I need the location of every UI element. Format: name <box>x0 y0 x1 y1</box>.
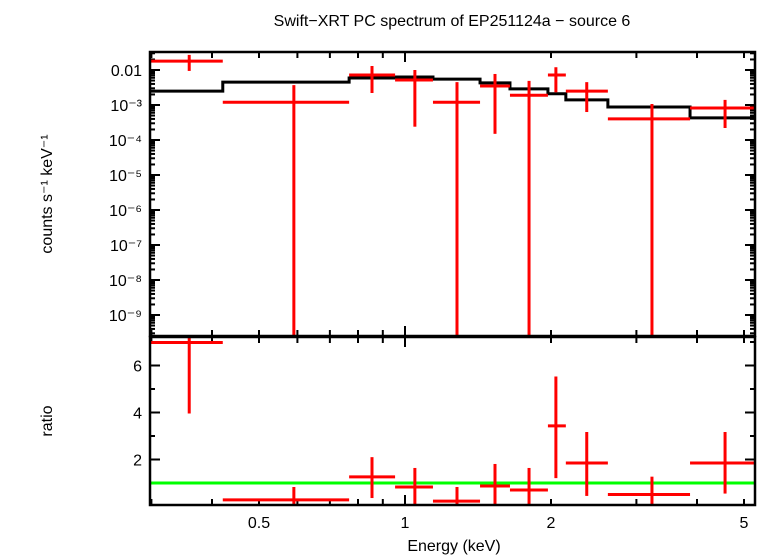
ratio-y-tick-label: 4 <box>133 406 142 423</box>
data-point <box>509 80 548 336</box>
data-point <box>547 67 566 93</box>
data-point <box>222 85 350 336</box>
data-point <box>395 70 433 127</box>
x-tick-label: 5 <box>740 515 749 532</box>
y-tick-label: 10⁻⁵ <box>109 168 142 185</box>
ratio-point <box>690 432 756 494</box>
ratio-points <box>149 337 756 505</box>
ratio-point <box>349 457 396 499</box>
y-tick-label: 10⁻⁴ <box>109 133 142 150</box>
chart-title: Swift−XRT PC spectrum of EP251124a − sou… <box>274 13 631 30</box>
ratio-point <box>432 486 481 505</box>
y-axis-label-top: counts s⁻¹ keV⁻¹ <box>39 134 56 253</box>
data-points <box>149 54 756 336</box>
ratio-point <box>480 463 510 505</box>
data-point <box>432 82 481 336</box>
data-point <box>480 73 510 134</box>
ratio-point <box>222 486 350 505</box>
y-tick-label: 10⁻⁷ <box>110 238 142 255</box>
x-tick-label: 2 <box>547 515 556 532</box>
top-panel-frame <box>148 50 757 338</box>
ratio-point <box>149 337 223 414</box>
ratio-point <box>547 376 566 479</box>
ratio-point <box>565 432 608 496</box>
y-tick-label: 10⁻³ <box>110 98 142 115</box>
ratio-point <box>509 467 548 505</box>
y-tick-label: 10⁻⁸ <box>109 273 142 290</box>
x-tick-label: 1 <box>401 515 410 532</box>
data-point <box>565 82 608 113</box>
model-step-line <box>149 75 756 120</box>
data-point <box>690 99 756 129</box>
ratio-y-tick-label: 2 <box>133 453 142 470</box>
data-point <box>349 66 396 94</box>
ratio-y-tick-label: 6 <box>133 359 142 376</box>
y-tick-label: 10⁻⁹ <box>109 308 142 325</box>
plot-frame <box>148 50 757 507</box>
y-tick-label: 0.01 <box>111 63 142 80</box>
data-point <box>607 103 691 336</box>
ratio-point <box>395 467 433 505</box>
data-point <box>149 54 223 71</box>
ratio-point <box>607 476 691 505</box>
model-line <box>149 75 756 120</box>
bottom-panel-frame <box>148 335 757 507</box>
tick-labels: 0.01 10⁻³ 10⁻⁴ 10⁻⁵ 10⁻⁶ 10⁻⁷ 10⁻⁸ 10⁻⁹ 2 4 6 0.5 1 2… <box>109 63 749 532</box>
x-axis-label: Energy (keV) <box>407 538 500 555</box>
x-tick-label: 0.5 <box>248 515 270 532</box>
y-tick-label: 10⁻⁶ <box>109 203 142 220</box>
y-axis-label-bottom: ratio <box>39 405 56 436</box>
